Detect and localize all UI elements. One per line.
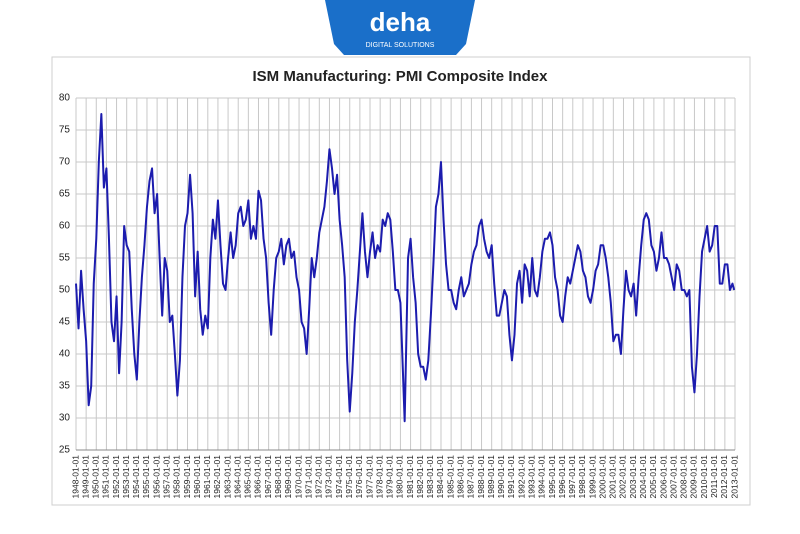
x-tick-label: 2008-01-01 (679, 455, 689, 499)
y-tick-label: 65 (59, 189, 71, 200)
x-tick-label: 1956-01-01 (151, 455, 161, 499)
x-tick-label: 1971-01-01 (303, 455, 313, 499)
x-tick-label: 1969-01-01 (283, 455, 293, 499)
x-tick-label: 2009-01-01 (689, 455, 699, 499)
x-tick-label: 1994-01-01 (537, 455, 547, 499)
y-tick-label: 75 (59, 125, 71, 136)
x-tick-label: 1966-01-01 (253, 455, 263, 499)
chart-title: ISM Manufacturing: PMI Composite Index (252, 68, 548, 85)
x-tick-label: 1949-01-01 (80, 455, 90, 499)
x-tick-label: 2000-01-01 (597, 455, 607, 499)
x-tick-label: 1957-01-01 (161, 455, 171, 499)
x-tick-label: 1995-01-01 (547, 455, 557, 499)
x-tick-label: 1960-01-01 (192, 455, 202, 499)
y-tick-label: 60 (59, 221, 71, 232)
x-tick-label: 1964-01-01 (232, 455, 242, 499)
x-tick-label: 1959-01-01 (182, 455, 192, 499)
x-tick-label: 1967-01-01 (263, 455, 273, 499)
x-tick-label: 1987-01-01 (466, 455, 476, 499)
x-tick-label: 1974-01-01 (334, 455, 344, 499)
x-tick-label: 1993-01-01 (526, 455, 536, 499)
x-tick-label: 1992-01-01 (516, 455, 526, 499)
x-tick-label: 1990-01-01 (496, 455, 506, 499)
x-tick-label: 1973-01-01 (324, 455, 334, 499)
x-tick-label: 1953-01-01 (121, 455, 131, 499)
x-tick-label: 2007-01-01 (668, 455, 678, 499)
x-tick-label: 1975-01-01 (344, 455, 354, 499)
x-tick-label: 2011-01-01 (709, 455, 719, 498)
y-tick-label: 80 (59, 93, 71, 104)
x-tick-label: 1954-01-01 (131, 455, 141, 499)
x-tick-label: 1996-01-01 (557, 455, 567, 499)
x-tick-label: 1965-01-01 (243, 455, 253, 499)
logo-banner (325, 0, 475, 55)
x-tick-label: 2006-01-01 (658, 455, 668, 499)
x-tick-label: 1982-01-01 (415, 455, 425, 499)
x-tick-label: 1968-01-01 (273, 455, 283, 499)
x-tick-label: 2004-01-01 (638, 455, 648, 499)
x-tick-label: 1951-01-01 (101, 455, 111, 499)
x-tick-label: 1948-01-01 (70, 455, 80, 499)
x-tick-label: 1950-01-01 (91, 455, 101, 499)
x-tick-label: 1958-01-01 (172, 455, 182, 499)
y-tick-label: 50 (59, 285, 71, 296)
x-tick-label: 2002-01-01 (618, 455, 628, 499)
y-tick-label: 45 (59, 317, 71, 328)
x-tick-label: 1984-01-01 (435, 455, 445, 499)
y-tick-label: 40 (59, 349, 71, 360)
x-tick-label: 1980-01-01 (395, 455, 405, 499)
x-tick-label: 1970-01-01 (293, 455, 303, 499)
x-tick-label: 2005-01-01 (648, 455, 658, 499)
x-tick-label: 1998-01-01 (577, 455, 587, 499)
x-tick-label: 1985-01-01 (445, 455, 455, 499)
x-tick-label: 1988-01-01 (476, 455, 486, 499)
x-tick-label: 1999-01-01 (587, 455, 597, 499)
x-tick-label: 2001-01-01 (608, 455, 618, 499)
x-tick-label: 2003-01-01 (628, 455, 638, 499)
x-tick-label: 1976-01-01 (354, 455, 364, 499)
x-tick-label: 1986-01-01 (456, 455, 466, 499)
x-tick-label: 2010-01-01 (699, 455, 709, 499)
x-tick-label: 1983-01-01 (425, 455, 435, 499)
x-tick-label: 1972-01-01 (314, 455, 324, 499)
y-tick-label: 70 (59, 157, 71, 168)
x-tick-label: 1963-01-01 (222, 455, 232, 499)
x-tick-label: 2013-01-01 (729, 455, 739, 499)
x-tick-label: 1989-01-01 (486, 455, 496, 499)
x-tick-label: 1981-01-01 (405, 455, 415, 499)
x-tick-label: 1977-01-01 (364, 455, 374, 499)
x-tick-label: 2012-01-01 (719, 455, 729, 499)
logo-tagline: DIGITAL SOLUTIONS (366, 42, 435, 49)
x-tick-label: 1962-01-01 (212, 455, 222, 499)
y-tick-label: 35 (59, 381, 71, 392)
y-tick-label: 25 (59, 445, 71, 456)
x-tick-label: 1978-01-01 (374, 455, 384, 499)
x-tick-label: 1991-01-01 (506, 455, 516, 499)
y-tick-label: 30 (59, 413, 71, 424)
x-tick-label: 1979-01-01 (385, 455, 395, 499)
pmi-line (75, 113, 736, 423)
x-tick-label: 1952-01-01 (111, 455, 121, 499)
x-tick-label: 1961-01-01 (202, 455, 212, 499)
logo-name: deha (370, 7, 431, 37)
y-tick-label: 55 (59, 253, 71, 264)
x-tick-label: 1997-01-01 (567, 455, 577, 499)
x-tick-label: 1955-01-01 (141, 455, 151, 499)
